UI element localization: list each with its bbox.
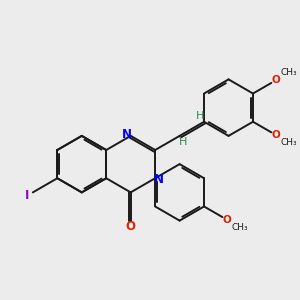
Text: O: O	[126, 220, 136, 233]
Text: H: H	[196, 111, 205, 121]
Text: O: O	[272, 130, 280, 140]
Text: CH₃: CH₃	[281, 138, 298, 147]
Text: O: O	[222, 214, 231, 225]
Text: CH₃: CH₃	[232, 223, 249, 232]
Text: I: I	[25, 189, 30, 202]
Text: CH₃: CH₃	[281, 68, 298, 77]
Text: N: N	[154, 173, 164, 186]
Text: N: N	[122, 128, 132, 141]
Text: O: O	[272, 75, 280, 85]
Text: H: H	[179, 137, 187, 147]
